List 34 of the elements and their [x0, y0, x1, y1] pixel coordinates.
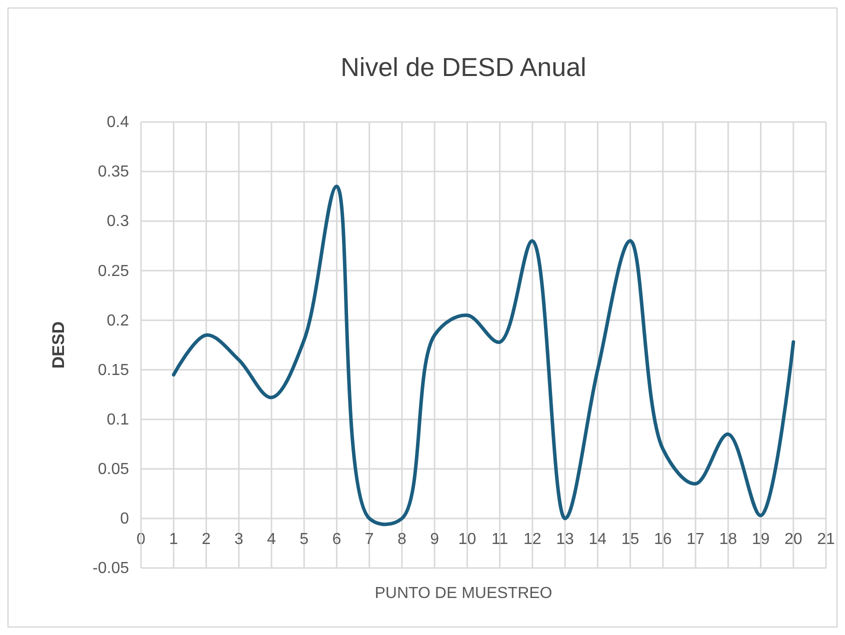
x-tick-label: 6: [332, 530, 342, 548]
y-axis-title: DESD: [49, 321, 68, 369]
x-tick-label: 3: [234, 530, 244, 548]
x-tick-label: 16: [654, 530, 672, 548]
x-tick-label: 8: [398, 530, 406, 548]
y-tick-label: 0.35: [98, 164, 130, 181]
y-tick-label: 0.15: [98, 362, 130, 379]
x-tick-label: 2: [202, 530, 211, 548]
x-tick-label: 7: [364, 530, 374, 548]
x-tick-label: 21: [817, 530, 835, 548]
y-tick-label: 0.4: [106, 114, 130, 132]
x-axis-title: PUNTO DE MUESTREO: [374, 585, 552, 602]
x-tick-label: 20: [784, 530, 802, 548]
y-tick-label: 0.05: [98, 461, 130, 478]
x-tick-label: 19: [752, 530, 770, 548]
y-tick-label: 0: [120, 510, 130, 528]
x-tick-label: 18: [719, 530, 738, 548]
x-tick-label: 14: [588, 530, 607, 548]
x-tick-label: 10: [458, 530, 476, 548]
x-tick-label: 9: [430, 530, 440, 548]
y-tick-label: 0.25: [98, 262, 130, 280]
x-tick-label: 5: [300, 530, 309, 548]
y-tick-label: 0.3: [106, 213, 130, 230]
y-tick-label: 0.1: [106, 411, 130, 428]
y-tick-label: 0.2: [106, 312, 130, 330]
x-tick-label: 13: [556, 530, 574, 548]
x-tick-label: 15: [621, 530, 640, 548]
chart-title: Nivel de DESD Anual: [340, 52, 586, 82]
x-tick-label: 1: [169, 530, 178, 548]
y-tick-label: -0.05: [92, 560, 130, 578]
x-tick-label: 17: [686, 530, 705, 548]
x-tick-label: 11: [492, 530, 508, 548]
x-tick-label: 4: [267, 530, 276, 548]
x-tick-label: 12: [524, 530, 542, 548]
